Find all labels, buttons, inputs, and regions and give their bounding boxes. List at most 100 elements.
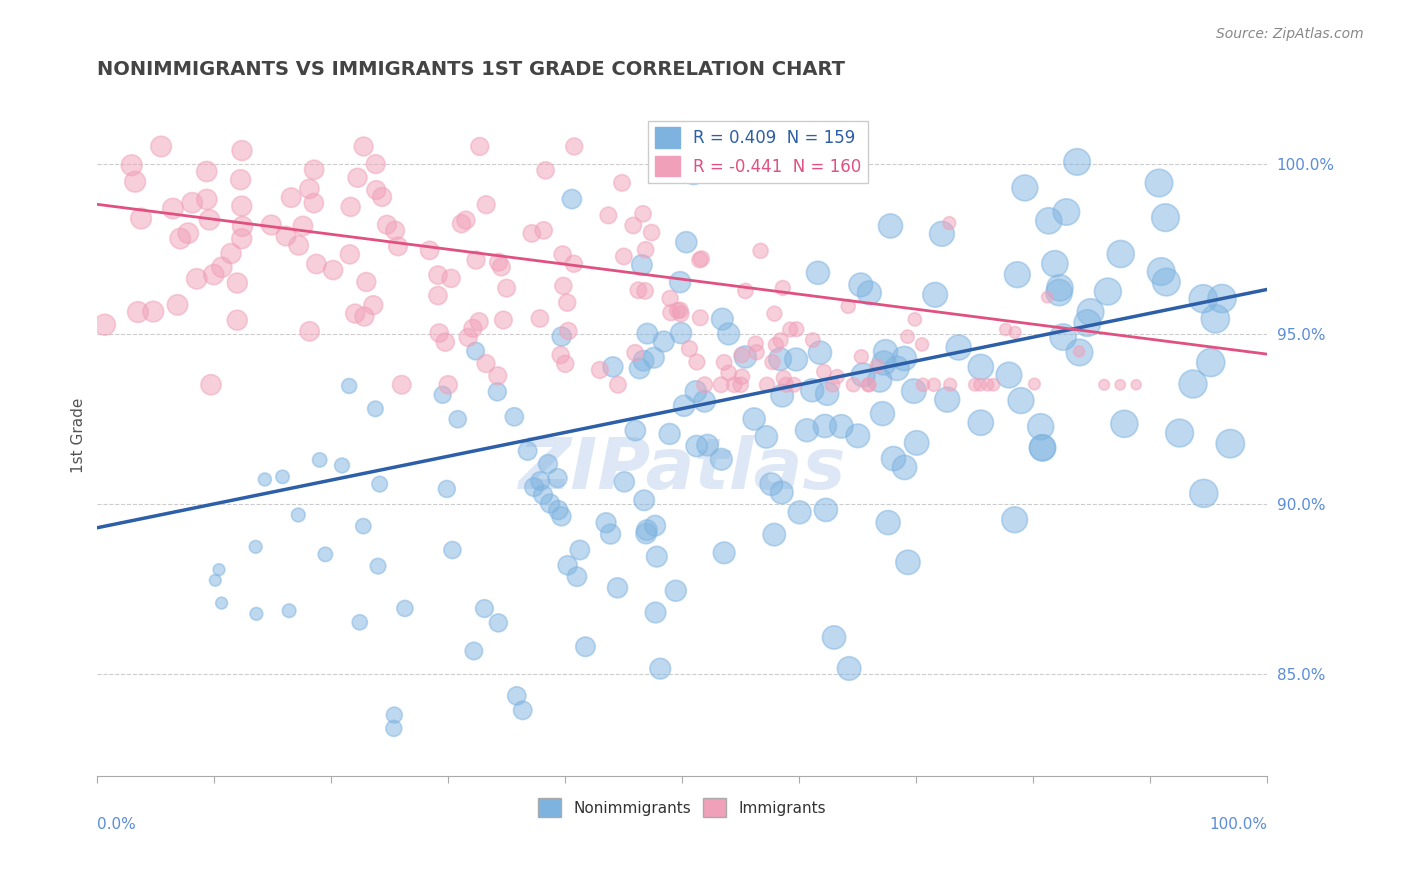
Point	[858, 377, 880, 392]
Point	[659, 305, 682, 319]
Point	[636, 526, 658, 541]
Point	[367, 559, 389, 574]
Point	[686, 355, 709, 369]
Point	[598, 208, 620, 222]
Point	[602, 359, 624, 374]
Point	[363, 298, 385, 312]
Point	[851, 350, 873, 364]
Point	[744, 336, 766, 351]
Point	[1029, 419, 1052, 434]
Point	[939, 377, 962, 392]
Point	[911, 337, 934, 351]
Point	[356, 275, 378, 289]
Point	[314, 547, 336, 561]
Point	[710, 377, 733, 392]
Point	[873, 356, 896, 370]
Point	[645, 549, 668, 564]
Point	[486, 368, 509, 383]
Point	[231, 232, 253, 246]
Point	[512, 703, 534, 717]
Point	[1192, 486, 1215, 500]
Point	[1014, 181, 1036, 195]
Point	[644, 606, 666, 620]
Point	[1076, 316, 1098, 330]
Point	[686, 439, 709, 453]
Point	[353, 310, 375, 324]
Point	[337, 379, 360, 393]
Point	[529, 474, 551, 488]
Point	[633, 353, 655, 368]
Point	[432, 388, 454, 402]
Point	[785, 352, 807, 367]
Text: NONIMMIGRANTS VS IMMIGRANTS 1ST GRADE CORRELATION CHART: NONIMMIGRANTS VS IMMIGRANTS 1ST GRADE CO…	[97, 60, 845, 78]
Point	[825, 369, 848, 384]
Point	[533, 223, 555, 237]
Point	[503, 409, 526, 424]
Point	[550, 509, 572, 524]
Point	[195, 193, 218, 207]
Point	[226, 313, 249, 327]
Point	[550, 348, 572, 362]
Point	[441, 543, 464, 558]
Point	[905, 436, 928, 450]
Point	[761, 477, 783, 491]
Point	[1147, 176, 1170, 190]
Point	[693, 377, 716, 392]
Point	[665, 583, 688, 598]
Point	[763, 307, 786, 321]
Point	[710, 452, 733, 467]
Text: 0.0%: 0.0%	[97, 817, 136, 832]
Point	[1054, 205, 1077, 219]
Point	[1114, 417, 1136, 431]
Point	[475, 357, 498, 371]
Point	[198, 212, 221, 227]
Point	[713, 355, 735, 369]
Point	[624, 424, 647, 438]
Point	[557, 558, 579, 573]
Point	[761, 355, 783, 369]
Point	[245, 607, 267, 621]
Point	[124, 175, 146, 189]
Point	[830, 419, 852, 434]
Point	[886, 361, 908, 376]
Point	[1024, 377, 1046, 392]
Point	[486, 615, 509, 630]
Point	[772, 371, 794, 385]
Point	[520, 227, 543, 241]
Point	[696, 438, 718, 452]
Point	[644, 518, 666, 533]
Point	[523, 480, 546, 494]
Point	[1154, 211, 1177, 225]
Point	[1067, 344, 1090, 359]
Point	[636, 326, 658, 341]
Point	[669, 303, 692, 318]
Point	[807, 266, 830, 280]
Point	[382, 708, 405, 723]
Point	[208, 563, 231, 577]
Point	[495, 281, 517, 295]
Point	[723, 377, 745, 392]
Point	[211, 596, 233, 610]
Point	[229, 172, 252, 186]
Text: 100.0%: 100.0%	[1209, 817, 1267, 832]
Point	[673, 399, 696, 413]
Point	[298, 182, 321, 196]
Point	[897, 555, 920, 569]
Point	[554, 357, 576, 371]
Point	[1007, 268, 1029, 282]
Point	[801, 333, 824, 347]
Point	[815, 386, 838, 401]
Point	[1182, 376, 1205, 391]
Point	[631, 258, 654, 272]
Point	[555, 295, 578, 310]
Point	[419, 244, 441, 258]
Point	[678, 342, 700, 356]
Point	[627, 283, 650, 297]
Point	[280, 191, 302, 205]
Point	[911, 377, 934, 392]
Point	[634, 284, 657, 298]
Point	[447, 412, 470, 426]
Point	[763, 527, 786, 541]
Point	[813, 365, 835, 379]
Point	[875, 344, 897, 359]
